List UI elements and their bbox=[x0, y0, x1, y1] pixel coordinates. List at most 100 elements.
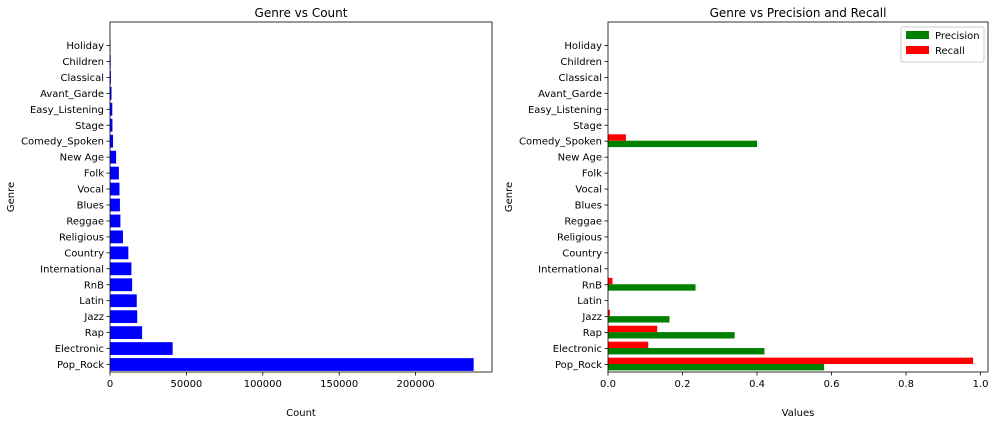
y-tick-label: New Age bbox=[60, 153, 104, 164]
bar-easy-listening bbox=[110, 102, 113, 116]
bar-folk bbox=[110, 166, 119, 180]
plot-frame bbox=[109, 21, 493, 373]
y-tick-label: Electronic bbox=[553, 344, 602, 355]
y-tick-label: International bbox=[40, 264, 104, 275]
x-axis-label: Values bbox=[782, 408, 815, 419]
bar-stage bbox=[110, 118, 113, 132]
legend: Precision Recall bbox=[900, 26, 985, 63]
bar-precision-jazz bbox=[608, 316, 670, 323]
y-tick-label: RnB bbox=[84, 280, 104, 291]
chart-title: Genre vs Precision and Recall bbox=[710, 6, 887, 20]
bar-comedy-spoken bbox=[110, 134, 114, 148]
bar-reggae bbox=[110, 214, 121, 228]
x-tick-label: 150000 bbox=[320, 379, 358, 390]
x-tick-label: 100000 bbox=[244, 379, 282, 390]
y-tick-label: International bbox=[538, 264, 602, 275]
y-tick-label: Classical bbox=[61, 73, 105, 84]
bar-country bbox=[110, 246, 129, 260]
bar-avant-garde bbox=[110, 86, 112, 100]
bar-precision-rnb bbox=[608, 284, 696, 291]
x-tick-label: 200000 bbox=[397, 379, 435, 390]
y-axis-label: Genre bbox=[6, 182, 17, 212]
y-tick-label: Folk bbox=[582, 169, 602, 180]
bar-recall-pop-rock bbox=[608, 357, 974, 364]
bar-latin bbox=[110, 294, 137, 308]
y-tick-label: Religious bbox=[557, 232, 602, 243]
bar-recall-rap bbox=[608, 325, 658, 333]
y-tick-label: Holiday bbox=[66, 41, 104, 52]
chart-panel-2: Pop_Rock Electronic Rap Jazz Latin RnB Interna… bbox=[504, 6, 989, 419]
bar-international bbox=[110, 262, 132, 276]
x-axis-label: Count bbox=[286, 408, 316, 419]
y-tick-label: Avant_Garde bbox=[538, 89, 602, 100]
y-tick-label: Country bbox=[562, 248, 602, 259]
x-tick-label: 50000 bbox=[170, 379, 202, 390]
y-tick-label: Blues bbox=[77, 201, 104, 212]
bar-rnb bbox=[110, 278, 133, 292]
bar-pop-rock bbox=[110, 358, 474, 371]
y-tick-label: Pop_Rock bbox=[57, 360, 104, 371]
y-tick-label: Jazz bbox=[581, 312, 602, 323]
x-tick-label: 0.2 bbox=[675, 379, 691, 390]
legend-entry: Precision bbox=[935, 31, 980, 42]
y-tick-label: New Age bbox=[558, 153, 602, 164]
y-tick-label: Avant_Garde bbox=[40, 89, 104, 100]
y-tick-label: Latin bbox=[577, 296, 602, 307]
plot-frame bbox=[607, 21, 989, 373]
bar-jazz bbox=[110, 310, 138, 324]
bar-recall-electronic bbox=[608, 341, 649, 349]
y-tick-label: Stage bbox=[573, 121, 602, 132]
y-tick-label: Comedy_Spoken bbox=[21, 137, 104, 148]
y-tick-label: Pop_Rock bbox=[555, 360, 602, 371]
y-tick-label: Blues bbox=[575, 201, 602, 212]
bar-precision-rap bbox=[608, 332, 735, 339]
bar-religious bbox=[110, 230, 123, 244]
bar-recall-jazz bbox=[608, 309, 610, 317]
y-tick-label: Rap bbox=[583, 328, 602, 339]
y-tick-label: Jazz bbox=[83, 312, 104, 323]
x-tick-label: 0.8 bbox=[898, 379, 914, 390]
bar-classical bbox=[110, 71, 111, 84]
y-tick-label: Religious bbox=[59, 232, 104, 243]
x-tick-label: 0.6 bbox=[824, 379, 840, 390]
y-tick-label: Children bbox=[560, 57, 602, 68]
bar-electronic bbox=[110, 342, 173, 355]
y-tick-label: Vocal bbox=[77, 185, 104, 196]
x-tick-label: 0.0 bbox=[600, 379, 616, 390]
bar-recall-rnb bbox=[608, 277, 613, 285]
y-tick-label: Vocal bbox=[575, 185, 602, 196]
y-tick-label: RnB bbox=[582, 280, 602, 291]
bar-precision-electronic bbox=[608, 348, 765, 355]
y-tick-label: Latin bbox=[79, 296, 104, 307]
y-axis-label: Genre bbox=[504, 182, 515, 212]
y-tick-label: Easy_Listening bbox=[528, 105, 602, 116]
y-tick-label: Rap bbox=[85, 328, 104, 339]
legend-entry: Recall bbox=[935, 46, 965, 57]
chart-title: Genre vs Count bbox=[255, 6, 348, 20]
bar-rap bbox=[110, 326, 143, 339]
y-tick-label: Holiday bbox=[564, 41, 602, 52]
x-tick-label: 0 bbox=[107, 379, 113, 390]
y-tick-label: Children bbox=[62, 57, 104, 68]
y-tick-label: Reggae bbox=[66, 216, 104, 227]
bar-new-age bbox=[110, 150, 117, 164]
y-tick-label: Electronic bbox=[55, 344, 104, 355]
x-tick-label: 0.4 bbox=[749, 379, 765, 390]
chart-panel-1: Pop_Rock Electronic Rap Jazz Latin RnB Interna… bbox=[6, 6, 493, 419]
bar-blues bbox=[110, 198, 120, 212]
y-tick-label: Reggae bbox=[564, 216, 602, 227]
y-tick-label: Easy_Listening bbox=[30, 105, 104, 116]
x-tick-label: 1.0 bbox=[973, 379, 989, 390]
y-tick-label: Classical bbox=[559, 73, 603, 84]
bar-recall-comedy-spoken bbox=[608, 134, 626, 141]
y-tick-label: Comedy_Spoken bbox=[519, 137, 602, 148]
y-tick-label: Folk bbox=[84, 169, 104, 180]
legend-swatch bbox=[906, 46, 929, 54]
bar-vocal bbox=[110, 182, 120, 196]
legend-swatch bbox=[906, 31, 929, 39]
bar-precision-pop-rock bbox=[608, 364, 825, 371]
y-tick-label: Country bbox=[64, 248, 104, 259]
bar-precision-comedy-spoken bbox=[608, 140, 758, 148]
y-tick-label: Stage bbox=[75, 121, 104, 132]
